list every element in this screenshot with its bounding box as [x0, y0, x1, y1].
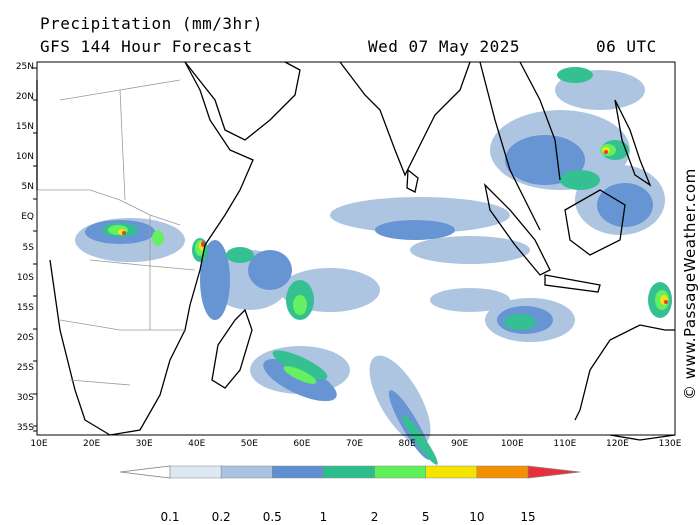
colorbar-tick-label: 15	[520, 510, 536, 524]
lat-tick-label: 30S	[16, 392, 34, 403]
colorbar-segment	[220, 465, 273, 479]
colorbar-segment	[323, 465, 375, 479]
lon-tick-label: 60E	[293, 439, 311, 449]
colorbar-segment	[374, 465, 426, 479]
colorbar-max-arrow	[527, 465, 581, 479]
colorbar-tick-label: 10	[469, 510, 485, 524]
lon-tick-label: 70E	[345, 439, 364, 449]
lat-tick-label: 25N	[15, 62, 34, 72]
precipitation-field	[75, 67, 672, 465]
forecast-subtitle: GFS 144 Hour Forecast	[40, 37, 253, 56]
lon-tick-label: 20E	[83, 439, 101, 449]
lon-tick-label: 100E	[500, 439, 524, 449]
credit-text: © www.PassageWeather.com	[681, 168, 699, 400]
axis-ticks	[33, 67, 37, 432]
lat-tick-label: 15S	[16, 302, 34, 313]
lon-tick-label: 10E	[30, 439, 48, 449]
lon-tick-label: 80E	[398, 439, 416, 449]
colorbar-tick-label: 5	[421, 510, 430, 524]
colorbar-tick-label: 0.5	[262, 510, 282, 524]
lon-tick-label: 130E	[658, 439, 682, 449]
colorbar-segment	[272, 465, 324, 479]
country-borders	[37, 79, 196, 386]
lat-tick-label: 15N	[15, 122, 34, 133]
colorbar-segment	[169, 465, 222, 479]
forecast-date: Wed 07 May 2025	[368, 37, 520, 56]
precipitation-colorbar	[119, 465, 581, 479]
lon-tick-label: 120E	[605, 439, 629, 449]
map-title: Precipitation (mm/3hr)	[40, 14, 263, 33]
colorbar-tick-label: 2	[370, 510, 379, 524]
colorbar-tick-label: 1	[319, 510, 328, 524]
map-frame	[36, 61, 676, 436]
colorbar-min-arrow	[119, 465, 171, 479]
lon-tick-label: 30E	[135, 439, 153, 449]
colorbar-segment	[425, 465, 478, 479]
lon-tick-label: 90E	[451, 439, 469, 449]
lat-tick-label: 10S	[16, 272, 34, 283]
lon-tick-label: 40E	[188, 439, 206, 449]
lon-tick-label: 50E	[240, 439, 258, 449]
colorbar-segment	[476, 465, 529, 479]
lat-tick-label: 25S	[16, 362, 34, 373]
lat-tick-label: 5S	[22, 242, 34, 253]
lon-tick-label: 110E	[553, 439, 577, 449]
lat-tick-label: 10N	[15, 152, 34, 163]
forecast-time: 06 UTC	[596, 37, 657, 56]
lat-tick-label: 20N	[15, 92, 34, 103]
colorbar-tick-label: 0.1	[160, 510, 180, 524]
lat-tick-label: EQ	[21, 212, 34, 223]
lat-tick-label: 5N	[21, 182, 34, 193]
lat-tick-label: 20S	[16, 332, 34, 343]
lat-tick-label: 35S	[16, 423, 34, 433]
colorbar-tick-label: 0.2	[211, 510, 231, 524]
